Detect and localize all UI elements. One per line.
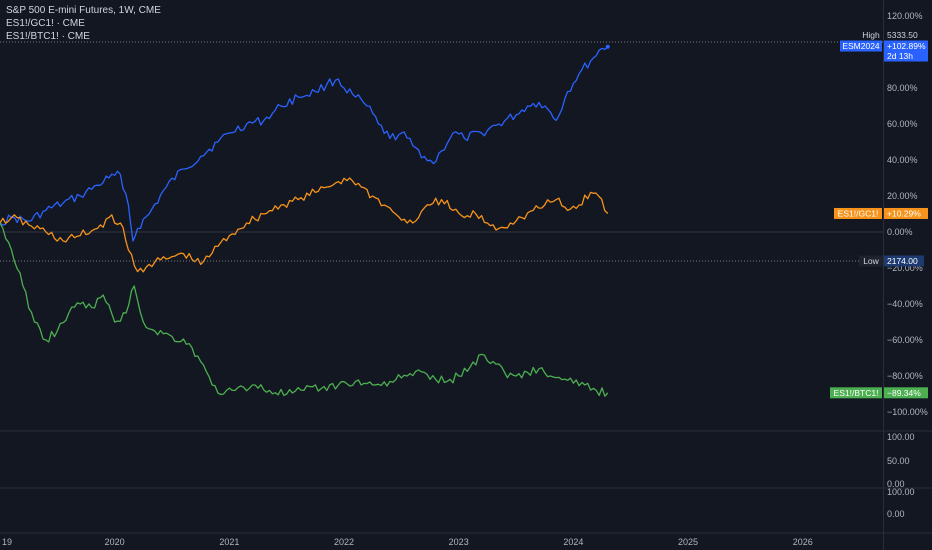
series-line-2 — [0, 222, 609, 397]
y-tick-label: −40.00% — [887, 299, 923, 309]
y-tick-label: 80.00% — [887, 83, 918, 93]
x-tick-label: 2025 — [678, 537, 698, 547]
x-tick-label: 2021 — [219, 537, 239, 547]
y-tick-label: 0.00% — [887, 227, 913, 237]
esm-symbol: ESM2024 — [842, 41, 880, 51]
x-tick-label: 2022 — [334, 537, 354, 547]
btc-change: −89.34% — [887, 388, 921, 398]
esm-countdown: 2d 13h — [887, 51, 913, 61]
y-tick-label: −80.00% — [887, 371, 923, 381]
x-tick-label: 2024 — [563, 537, 583, 547]
low-tag: Low 2174.00 — [859, 255, 924, 267]
high-value: 5333.50 — [887, 30, 918, 40]
y-tick-label: 120.00% — [887, 11, 923, 21]
high-label: High — [862, 30, 880, 40]
pane2-tick-label: 0.00 — [887, 509, 905, 519]
esm-change: +102.89% — [887, 41, 926, 51]
y-tick-label: −20.00% — [887, 263, 923, 273]
indicator-pane-1[interactable]: 100.00 50.00 0.00 — [887, 432, 915, 489]
x-tick-label: 2023 — [449, 537, 469, 547]
low-label: Low — [863, 256, 879, 266]
gc-price-tag: ES1!/GC1! +10.29% — [834, 207, 928, 219]
y-tick-label: 40.00% — [887, 155, 918, 165]
legend-btc-compare[interactable]: ES1!/BTC1! · CME — [6, 31, 90, 42]
series-line-1 — [0, 177, 609, 273]
legend-main-symbol[interactable]: S&P 500 E-mini Futures, 1W, CME — [6, 5, 161, 16]
y-tick-label: −100.00% — [887, 407, 928, 417]
x-tick-label: 19 — [2, 537, 12, 547]
pane1-tick-label: 0.00 — [887, 479, 905, 489]
legend-gc-compare[interactable]: ES1!/GC1! · CME — [6, 18, 85, 29]
high-tag: High 5333.50 — [859, 29, 928, 41]
series-layer — [0, 44, 610, 397]
y-tick-label: 60.00% — [887, 119, 918, 129]
y-tick-label: 20.00% — [887, 191, 918, 201]
x-tick-label: 2020 — [105, 537, 125, 547]
low-value: 2174.00 — [887, 256, 918, 266]
y-tick-label: −60.00% — [887, 335, 923, 345]
chart-legend: S&P 500 E-mini Futures, 1W, CME ES1!/GC1… — [6, 4, 161, 43]
gc-symbol: ES1!/GC1! — [838, 208, 879, 218]
btc-price-tag: ES1!/BTC1! −89.34% — [830, 387, 928, 399]
indicator-pane-2[interactable]: 100.00 0.00 — [887, 487, 915, 519]
last-price-dot — [605, 44, 610, 49]
gc-change: +10.29% — [887, 208, 921, 218]
pane1-tick-label: 50.00 — [887, 456, 910, 466]
x-tick-label: 2026 — [793, 537, 813, 547]
pane1-tick-label: 100.00 — [887, 432, 915, 442]
btc-symbol: ES1!/BTC1! — [834, 388, 879, 398]
series-line-0 — [0, 46, 609, 242]
esm-price-tag: ESM2024 +102.89% 2d 13h — [840, 40, 928, 62]
pane2-tick-label: 100.00 — [887, 487, 915, 497]
